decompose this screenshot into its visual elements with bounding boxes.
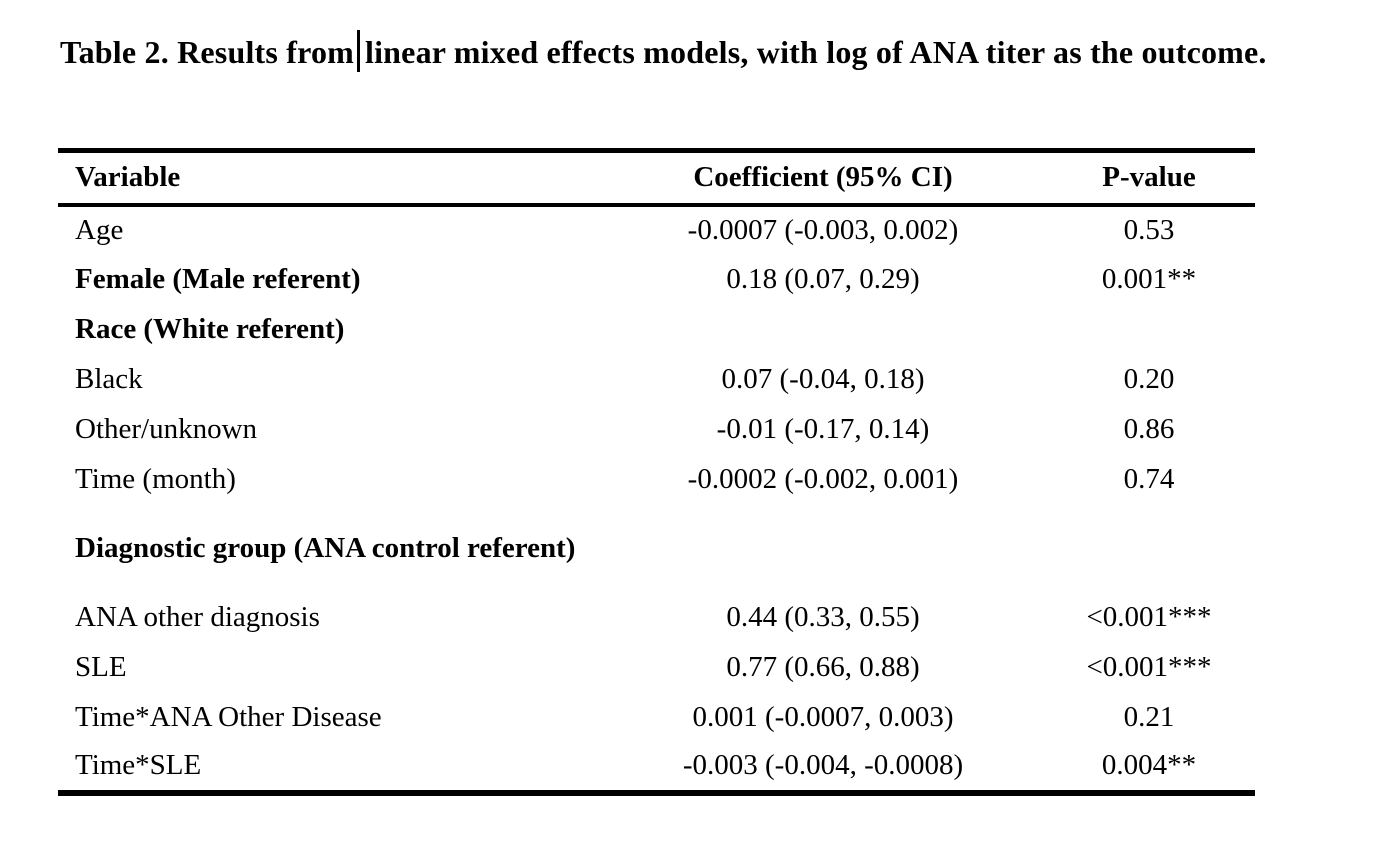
cell-coefficient[interactable]: 0.77 (0.66, 0.88) xyxy=(726,650,920,683)
row-time-ana-interaction: Time*ANA Other Disease 0.001 (-0.0007, 0… xyxy=(58,693,1255,743)
cell-variable[interactable]: Time*ANA Other Disease xyxy=(75,700,382,733)
cell-pvalue[interactable]: 0.74 xyxy=(1123,462,1175,495)
cell-coefficient[interactable]: 0.44 (0.33, 0.55) xyxy=(726,600,920,633)
cell-pvalue[interactable]: 0.53 xyxy=(1123,213,1175,246)
cell-variable[interactable]: ANA other diagnosis xyxy=(75,600,320,633)
caption-text-before-caret: Table 2. Results from xyxy=(60,34,354,70)
caption-text-after-caret: linear mixed effects models, with log of… xyxy=(365,34,1267,70)
cell-variable[interactable]: SLE xyxy=(75,650,127,683)
cell-coefficient[interactable]: 0.18 (0.07, 0.29) xyxy=(726,262,920,295)
column-header-coefficient[interactable]: Coefficient (95% CI) xyxy=(693,161,953,194)
cell-pvalue[interactable] xyxy=(1043,305,1255,355)
row-diagnostic-group-header: Diagnostic group (ANA control referent) xyxy=(58,505,1255,593)
cell-pvalue[interactable] xyxy=(1043,505,1255,593)
row-ana-other-diagnosis: ANA other diagnosis 0.44 (0.33, 0.55) <0… xyxy=(58,593,1255,643)
table-caption[interactable]: Table 2. Results from linear mixed effect… xyxy=(60,30,1267,74)
column-header-pvalue[interactable]: P-value xyxy=(1102,161,1196,194)
text-caret xyxy=(357,30,360,72)
cell-coefficient[interactable] xyxy=(603,505,1043,593)
row-female-male-referent: Female (Male referent) 0.18 (0.07, 0.29)… xyxy=(58,255,1255,305)
cell-pvalue[interactable]: 0.20 xyxy=(1123,362,1175,395)
cell-variable[interactable]: Diagnostic group (ANA control referent) xyxy=(75,531,576,564)
cell-pvalue[interactable]: <0.001*** xyxy=(1086,650,1212,683)
results-table: Variable Coefficient (95% CI) P-value Ag… xyxy=(58,148,1255,796)
row-age: Age -0.0007 (-0.003, 0.002) 0.53 xyxy=(58,205,1255,255)
cell-coefficient[interactable]: -0.0002 (-0.002, 0.001) xyxy=(687,462,959,495)
cell-variable[interactable]: Age xyxy=(75,213,124,246)
cell-coefficient[interactable]: 0.07 (-0.04, 0.18) xyxy=(721,362,925,395)
cell-pvalue[interactable]: 0.004** xyxy=(1101,749,1197,782)
cell-coefficient[interactable] xyxy=(603,305,1043,355)
row-time-sle-interaction: Time*SLE -0.003 (-0.004, -0.0008) 0.004*… xyxy=(58,743,1255,793)
cell-coefficient[interactable]: -0.01 (-0.17, 0.14) xyxy=(716,412,930,445)
row-sle: SLE 0.77 (0.66, 0.88) <0.001*** xyxy=(58,643,1255,693)
cell-variable[interactable]: Time (month) xyxy=(75,462,236,495)
cell-variable[interactable]: Black xyxy=(75,362,143,395)
cell-pvalue[interactable]: 0.001** xyxy=(1101,262,1197,295)
row-black: Black 0.07 (-0.04, 0.18) 0.20 xyxy=(58,355,1255,405)
cell-pvalue[interactable]: <0.001*** xyxy=(1086,600,1212,633)
cell-coefficient[interactable]: -0.003 (-0.004, -0.0008) xyxy=(682,749,964,782)
cell-variable[interactable]: Time*SLE xyxy=(75,749,202,782)
cell-variable[interactable]: Female (Male referent) xyxy=(75,262,361,295)
row-time-month: Time (month) -0.0002 (-0.002, 0.001) 0.7… xyxy=(58,455,1255,505)
cell-coefficient[interactable]: 0.001 (-0.0007, 0.003) xyxy=(692,700,954,733)
column-header-variable[interactable]: Variable xyxy=(75,161,181,194)
cell-variable[interactable]: Race (White referent) xyxy=(75,312,345,345)
row-race-group-header: Race (White referent) xyxy=(58,305,1255,355)
table-header-row: Variable Coefficient (95% CI) P-value xyxy=(58,151,1255,205)
cell-pvalue[interactable]: 0.21 xyxy=(1123,700,1175,733)
cell-variable[interactable]: Other/unknown xyxy=(75,412,258,445)
row-other-unknown: Other/unknown -0.01 (-0.17, 0.14) 0.86 xyxy=(58,405,1255,455)
cell-coefficient[interactable]: -0.0007 (-0.003, 0.002) xyxy=(687,213,959,246)
cell-pvalue[interactable]: 0.86 xyxy=(1123,412,1175,445)
